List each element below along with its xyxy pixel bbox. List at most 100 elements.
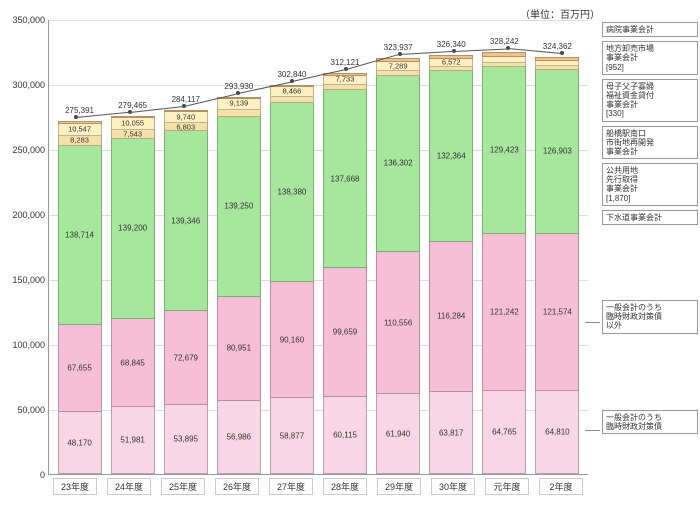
segment-value-label: 138,714	[65, 231, 94, 240]
x-tick-label: 元年度	[485, 478, 529, 495]
bar-segment: 136,302	[376, 75, 420, 252]
segment-value-label: 58,877	[280, 431, 304, 440]
segment-value-label: 53,895	[174, 434, 198, 443]
plot-area: 050,000100,000150,000200,000250,000300,0…	[48, 20, 588, 475]
bar-segment: 129,423	[482, 66, 526, 234]
segment-value-label: 72,679	[174, 353, 198, 362]
bar-column: 323,93761,940110,556136,3027,289	[376, 53, 420, 474]
bar-total-label: 328,242	[490, 37, 519, 47]
segment-value-label: 121,574	[543, 307, 572, 316]
y-tick-label: 300,000	[12, 80, 49, 90]
segment-value-label: 139,200	[118, 224, 147, 233]
legend-item: 船橋駅南口市街地再開発事業会計	[602, 126, 698, 160]
x-tick-label: 25年度	[161, 478, 205, 495]
bar-segment	[164, 110, 208, 112]
leader-line	[585, 322, 600, 323]
segment-value-label: 68,845	[120, 358, 144, 367]
x-tick-label: 24年度	[107, 478, 151, 495]
bar-segment: 8,283	[58, 135, 102, 146]
bar-segment: 137,668	[323, 89, 367, 268]
segment-value-label: 10,055	[121, 119, 144, 128]
bar-segment: 6,803	[164, 122, 208, 131]
segment-value-label: 121,242	[490, 308, 519, 317]
segment-value-label: 7,733	[336, 75, 355, 84]
segment-value-label: 9,740	[176, 112, 195, 121]
segment-value-label: 51,981	[120, 436, 144, 445]
x-tick-label: 26年度	[215, 478, 259, 495]
bar-segment: 61,940	[376, 393, 420, 474]
y-tick-label: 50,000	[17, 405, 49, 415]
legend-item: 地方卸売市場事業会計[952]	[602, 41, 698, 75]
segment-value-label: 90,160	[280, 335, 304, 344]
bar-segment: 90,160	[270, 281, 314, 398]
segment-value-label: 61,940	[386, 429, 410, 438]
y-tick-label: 250,000	[12, 145, 49, 155]
segment-value-label: 139,250	[224, 202, 253, 211]
bar-total-label: 326,340	[437, 40, 466, 50]
y-tick-label: 350,000	[12, 15, 49, 25]
bar-column: 284,11753,89572,679139,3466,8039,740	[164, 105, 208, 474]
bar-segment	[111, 116, 155, 118]
segment-value-label: 132,364	[437, 151, 466, 160]
bar-segment: 60,115	[323, 396, 367, 474]
segment-value-label: 64,810	[545, 427, 569, 436]
segment-value-label: 139,346	[171, 216, 200, 225]
y-tick-label: 200,000	[12, 210, 49, 220]
bar-segment: 138,380	[270, 102, 314, 282]
bar-segment: 9,740	[164, 111, 208, 124]
bar-segment: 10,547	[58, 123, 102, 137]
x-tick-label: 23年度	[53, 478, 97, 495]
bar-segment: 64,810	[535, 390, 579, 474]
bar-total-label: 275,391	[65, 106, 94, 116]
bar-segment: 72,679	[164, 310, 208, 404]
legend-item: 母子父子寡婦福祉資金貸付事業会計[330]	[602, 79, 698, 122]
bar-segment: 121,242	[482, 233, 526, 391]
segment-value-label: 48,170	[67, 438, 91, 447]
segment-value-label: 99,659	[333, 328, 357, 337]
legend-item: 公共用地先行取得事業会計[1,870]	[602, 163, 698, 206]
segment-value-label: 110,556	[384, 318, 412, 327]
legend-item: 病院事業会計	[602, 22, 698, 37]
bar-segment	[217, 109, 261, 117]
segment-value-label: 116,284	[437, 312, 465, 321]
y-tick-label: 150,000	[12, 275, 49, 285]
bar-segment: 68,845	[111, 318, 155, 407]
x-tick-label: 30年度	[431, 478, 475, 495]
bar-total-label: 279,465	[118, 101, 147, 111]
x-axis-labels: 23年度24年度25年度26年度27年度28年度29年度30年度元年度2年度	[48, 478, 588, 495]
bars-group: 275,391 48,170 67,655 138,714 8,28310,547 279…	[49, 20, 588, 474]
bar-segment: 138,714	[58, 145, 102, 325]
segment-value-label: 7,289	[389, 61, 408, 70]
bar-segment: 7,289	[376, 61, 420, 70]
segment-value-label: 129,423	[490, 146, 519, 155]
bar-column: 279,46551,98168,845139,2007,54310,055	[111, 111, 155, 474]
segment-value-label: 126,903	[543, 147, 572, 156]
segment-value-label: 56,986	[227, 432, 251, 441]
bar-segment: 126,903	[535, 69, 579, 234]
bar-segment	[58, 121, 102, 124]
bar-segment: 51,981	[111, 406, 155, 474]
bar-segment: 63,817	[429, 391, 473, 474]
bar-segment: 99,659	[323, 267, 367, 397]
bar-segment: 80,951	[217, 296, 261, 401]
segment-value-label: 8,283	[70, 136, 89, 145]
legend-upper: 病院事業会計地方卸売市場事業会計[952] 母子父子寡婦福祉資金貸付事業会計[33…	[602, 22, 698, 225]
bar-segment: 7,543	[111, 129, 155, 139]
x-tick-label: 29年度	[377, 478, 421, 495]
bar-segment	[323, 73, 367, 75]
legend-item: 一般会計のうち臨時財政対策債	[602, 410, 698, 434]
bar-segment: 56,986	[217, 400, 261, 474]
segment-value-label: 9,139	[229, 99, 248, 108]
segment-value-label: 63,817	[439, 428, 463, 437]
bar-segment: 64,765	[482, 390, 526, 474]
unit-label: （単位：百万円）	[520, 6, 600, 21]
bar-column: 312,12160,11599,659137,6687,733	[323, 68, 367, 474]
bar-segment: 116,284	[429, 241, 473, 392]
bar-column: 275,39148,17067,655138,7148,28310,547	[58, 116, 102, 474]
bar-segment	[429, 55, 473, 59]
bar-column: 328,24264,765121,242129,423	[482, 47, 526, 474]
bar-segment: 8,466	[270, 86, 314, 97]
bar-segment: 7,733	[323, 75, 367, 85]
bar-segment: 6,572	[429, 58, 473, 67]
bar-segment: 67,655	[58, 324, 102, 412]
